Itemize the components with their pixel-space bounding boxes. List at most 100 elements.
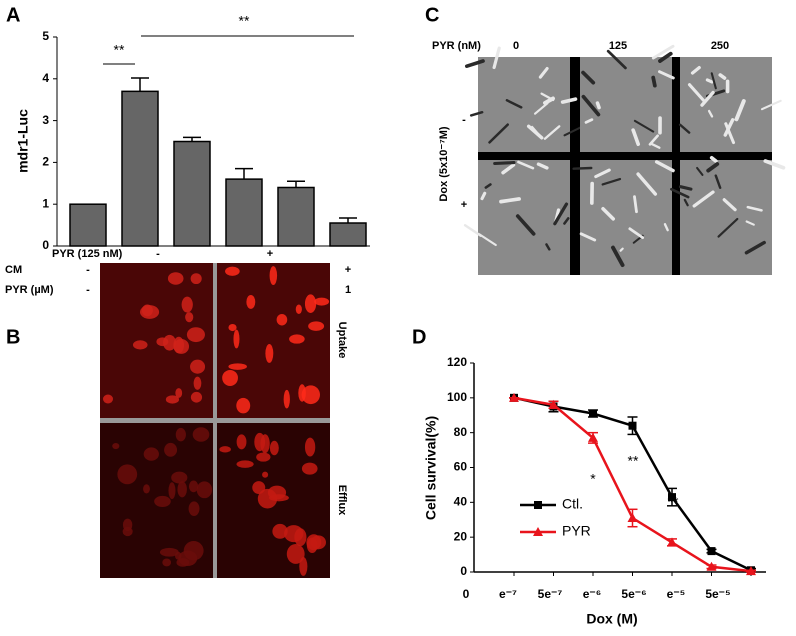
cell — [167, 272, 184, 285]
cell — [159, 547, 179, 557]
cell — [188, 501, 200, 517]
cell — [186, 327, 205, 343]
cell — [306, 537, 318, 554]
cell — [314, 297, 330, 306]
cell — [705, 78, 714, 84]
x-tick-label: 5e⁻⁷ — [538, 587, 563, 601]
cell — [543, 96, 555, 105]
cell — [714, 174, 722, 189]
cell — [499, 197, 521, 204]
cell — [196, 481, 213, 499]
cell — [633, 195, 638, 214]
row-label: CM — [5, 264, 22, 276]
cell — [190, 273, 202, 285]
significance: ** — [114, 42, 125, 58]
cell — [175, 427, 186, 442]
cell — [228, 363, 247, 370]
row-title: Dox (5x10⁻⁷M) — [438, 126, 450, 201]
cell — [484, 183, 492, 189]
cell — [538, 66, 549, 79]
cell — [193, 376, 202, 390]
cell — [636, 172, 658, 196]
cell — [533, 102, 549, 115]
x-tick-label: e⁻⁵ — [667, 587, 686, 601]
panel-label: C — [425, 4, 439, 26]
cell — [190, 391, 203, 403]
bar — [173, 140, 211, 247]
cell — [517, 160, 535, 170]
cell — [246, 295, 256, 309]
x-tick-label: e⁻⁶ — [583, 587, 602, 601]
y-tick-label: 60 — [454, 460, 468, 474]
legend-label: PYR — [562, 523, 591, 539]
cell — [670, 187, 690, 199]
cell — [304, 437, 316, 457]
cell — [178, 550, 198, 567]
cell — [304, 294, 317, 313]
cell — [262, 471, 269, 478]
cell — [272, 523, 288, 539]
condition-label: - — [86, 264, 90, 276]
cell — [678, 123, 691, 134]
marker — [588, 432, 598, 442]
cell — [269, 440, 279, 456]
cell — [175, 388, 183, 398]
column-label: + — [267, 248, 273, 260]
cell — [707, 109, 714, 118]
cell — [492, 46, 501, 70]
cell — [236, 460, 254, 468]
cell — [236, 397, 251, 414]
cell — [683, 198, 689, 207]
cell — [745, 220, 755, 226]
cell — [724, 122, 736, 145]
micrograph — [478, 160, 570, 275]
cell — [581, 70, 596, 85]
cell — [563, 217, 570, 225]
cell — [233, 329, 240, 349]
marker — [589, 409, 597, 418]
cell — [225, 266, 240, 276]
cell — [710, 72, 717, 90]
cell — [165, 395, 180, 404]
cell — [619, 247, 624, 252]
cell — [222, 369, 238, 386]
cell — [706, 162, 720, 173]
cell — [256, 452, 271, 462]
condition-label: + — [345, 264, 351, 276]
cell — [515, 214, 536, 236]
cell — [143, 447, 159, 461]
cell — [299, 556, 308, 576]
marker — [707, 547, 716, 556]
significance: ** — [668, 494, 679, 510]
significance: ** — [239, 13, 250, 29]
cell — [658, 70, 675, 80]
bar — [225, 178, 263, 247]
y-tick-label: 20 — [454, 529, 468, 543]
cell — [269, 266, 278, 285]
cell — [295, 304, 302, 315]
cell — [649, 142, 661, 149]
cell — [463, 224, 482, 237]
panel-label: B — [6, 326, 20, 348]
y-tick-label: 0 — [460, 564, 467, 578]
row-label: PYR (µM) — [5, 284, 54, 296]
cell — [308, 321, 325, 331]
cell — [545, 243, 551, 251]
row-label: Uptake — [336, 322, 348, 359]
cell — [584, 118, 594, 124]
bar — [121, 90, 159, 247]
y-tick-label: 2 — [42, 155, 49, 169]
legend-marker — [533, 527, 543, 536]
cell — [553, 202, 569, 226]
cell — [692, 190, 715, 208]
marker — [706, 561, 717, 571]
cell — [488, 123, 509, 144]
legend-marker — [534, 501, 542, 509]
y-tick-label: 5 — [42, 29, 49, 43]
cell — [265, 343, 274, 363]
cell — [301, 462, 318, 475]
y-tick-label: 120 — [447, 355, 467, 369]
cell — [648, 134, 659, 146]
column-label: 0 — [513, 40, 519, 52]
cell — [174, 551, 182, 560]
